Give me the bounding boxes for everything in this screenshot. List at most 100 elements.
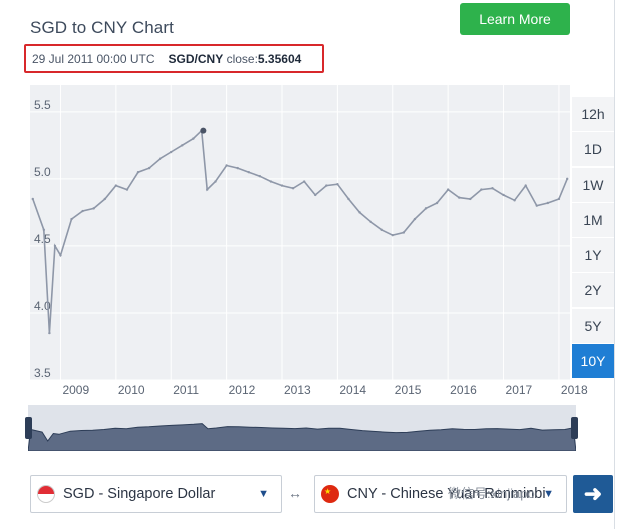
data-point[interactable]	[546, 201, 550, 205]
highlighted-point	[200, 127, 207, 134]
data-point[interactable]	[480, 188, 483, 191]
data-point[interactable]	[31, 197, 34, 201]
series-line	[32, 128, 568, 334]
data-point[interactable]	[391, 233, 394, 237]
x-axis: 2009 2010 2011 2012 2013 2014 2015 2016 2017 2018	[30, 380, 587, 400]
data-point[interactable]	[70, 217, 73, 221]
data-point[interactable]	[136, 170, 140, 174]
watermark-text: 微信号:xinjiapo	[448, 486, 535, 501]
data-point[interactable]	[557, 197, 561, 201]
data-point[interactable]	[206, 188, 209, 191]
data-point[interactable]	[302, 180, 306, 183]
data-point[interactable]	[446, 188, 450, 191]
data-point[interactable]	[236, 166, 239, 170]
range-button-12h[interactable]: 12h	[572, 97, 614, 131]
data-point[interactable]	[336, 183, 339, 186]
price-chart[interactable]: 3.5 4.0 4.5 5.0 5.5	[30, 85, 570, 380]
learn-more-button[interactable]: Learn More	[460, 3, 570, 35]
data-point[interactable]	[524, 184, 527, 187]
from-currency-label: SGD - Singapore Dollar	[63, 486, 216, 502]
price-chart-svg[interactable]: 3.5 4.0 4.5 5.0 5.5	[30, 85, 570, 380]
data-point[interactable]	[280, 184, 284, 187]
navigator-series-area	[27, 423, 577, 452]
range-button-10y[interactable]: 10Y	[572, 344, 614, 379]
data-point[interactable]	[125, 188, 129, 191]
navigator-svg	[27, 423, 577, 452]
range-button-1m[interactable]: 1M	[572, 202, 614, 237]
data-point[interactable]	[424, 207, 428, 210]
chart-card: SGD to CNY Chart Learn More 29 Jul 2011 …	[0, 0, 615, 529]
data-point[interactable]	[325, 184, 328, 187]
navigator-right-handle[interactable]	[571, 417, 578, 439]
range-button-1y[interactable]: 1Y	[572, 238, 614, 273]
y-tick-label: 5.5	[34, 98, 51, 112]
x-tick-label: 2010	[117, 383, 145, 397]
data-point[interactable]	[103, 197, 106, 201]
x-tick-label: 2009	[62, 383, 90, 397]
data-point[interactable]	[258, 174, 262, 178]
wechat-watermark: 微信号:xinjiapo	[448, 483, 535, 502]
data-point[interactable]	[81, 209, 84, 213]
data-point[interactable]	[269, 180, 273, 183]
data-point[interactable]	[380, 228, 383, 232]
data-point[interactable]	[53, 244, 57, 248]
data-point[interactable]	[247, 170, 250, 174]
range-button-5y[interactable]: 5Y	[572, 308, 614, 343]
data-point[interactable]	[59, 254, 62, 257]
chevron-down-icon: ▼	[258, 488, 269, 500]
data-point[interactable]	[147, 166, 151, 170]
data-point[interactable]	[181, 144, 184, 147]
data-point[interactable]	[192, 137, 195, 140]
data-point[interactable]	[170, 150, 173, 154]
data-point[interactable]	[513, 199, 516, 202]
data-point[interactable]	[469, 197, 472, 201]
data-point[interactable]	[402, 231, 406, 234]
readout-datetime: 29 Jul 2011 00:00 UTC	[32, 51, 155, 66]
data-point[interactable]	[535, 204, 538, 207]
x-tick-label: 2016	[450, 383, 477, 397]
to-currency-select[interactable]: CNY - Chinese Yuan Renminbi ▼	[314, 475, 567, 513]
x-tick-label: 2012	[228, 383, 256, 397]
data-point[interactable]	[291, 187, 295, 190]
data-point[interactable]	[413, 217, 417, 221]
data-point[interactable]	[225, 164, 228, 167]
data-point[interactable]	[491, 187, 494, 190]
swap-icon[interactable]: ↔	[288, 485, 302, 501]
data-point[interactable]	[502, 193, 505, 197]
x-tick-label: 2013	[284, 383, 311, 397]
range-button-1d[interactable]: 1D	[572, 132, 614, 167]
singapore-flag-icon	[37, 485, 55, 503]
data-point[interactable]	[566, 177, 569, 181]
x-tick-label: 2014	[339, 383, 367, 397]
x-tick-label: 2018	[560, 383, 588, 397]
navigator-left-handle[interactable]	[25, 417, 32, 439]
readout-close-label: close:	[226, 51, 258, 66]
chart-navigator[interactable]	[25, 405, 578, 452]
data-point[interactable]	[114, 184, 118, 187]
x-tick-label: 2017	[505, 383, 533, 397]
data-point[interactable]	[314, 193, 317, 197]
data-point[interactable]	[158, 157, 162, 160]
data-point[interactable]	[458, 196, 461, 199]
range-selector: 12h 1D 1W 1M 1Y 2Y 5Y 10Y	[572, 97, 614, 379]
from-currency-select[interactable]: SGD - Singapore Dollar ▼	[30, 475, 282, 513]
y-tick-label: 3.5	[34, 366, 51, 380]
to-currency-label: CNY - Chinese Yuan Renminbi	[347, 486, 546, 502]
y-tick-label: 4.5	[34, 232, 51, 246]
chart-tooltip-readout: 29 Jul 2011 00:00 UTC SGD/CNY close:5.35…	[24, 44, 324, 73]
range-button-1w[interactable]: 1W	[572, 167, 614, 202]
range-button-2y[interactable]: 2Y	[572, 273, 614, 308]
data-point[interactable]	[48, 331, 51, 335]
data-point[interactable]	[92, 207, 95, 210]
data-point[interactable]	[42, 228, 46, 232]
data-point[interactable]	[358, 211, 361, 214]
data-point[interactable]	[369, 220, 372, 223]
chart-title: SGD to CNY Chart	[30, 18, 174, 37]
readout-pair: SGD/CNY	[168, 51, 224, 66]
data-point[interactable]	[347, 197, 350, 201]
data-point[interactable]	[214, 180, 217, 183]
data-point[interactable]	[435, 201, 439, 205]
convert-arrow-button[interactable]: ➜	[573, 475, 613, 513]
chevron-down-icon: ▼	[543, 488, 554, 500]
x-tick-label: 2011	[173, 383, 200, 397]
